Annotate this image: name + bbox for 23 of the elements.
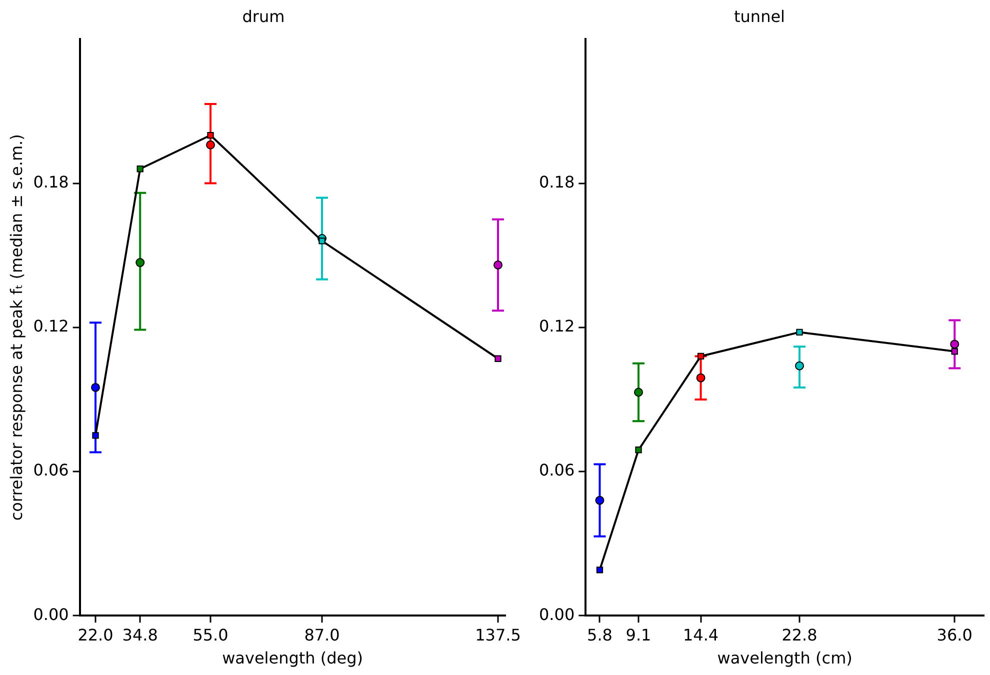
x-axis-title: wavelength (cm) [717, 648, 852, 668]
x-tick-label: 34.8 [122, 625, 158, 644]
x-tick-label: 55.0 [192, 625, 228, 644]
x-tick-label: 36.0 [936, 625, 972, 644]
chart-title: tunnel [734, 6, 785, 26]
x-axis-title: wavelength (deg) [222, 648, 364, 668]
x-tick-label: 9.1 [626, 625, 652, 644]
y-tick-label: 0.00 [539, 604, 575, 624]
y-tick-label: 0.00 [33, 604, 69, 624]
x-tick-label: 14.4 [682, 625, 719, 644]
y-tick-label: 0.12 [33, 316, 69, 336]
x-tick-label: 22.0 [78, 625, 114, 644]
y-tick-label: 0.12 [539, 316, 575, 336]
x-tick-label: 87.0 [304, 625, 340, 644]
x-tick-label: 5.8 [587, 625, 612, 644]
y-tick-label: 0.06 [33, 460, 69, 480]
y-tick-label: 0.06 [539, 460, 575, 480]
y-axis-title: correlator response at peak fₜ (median ± s.e.m.) [6, 134, 26, 521]
chart-title: drum [242, 6, 285, 26]
x-tick-label: 137.5 [475, 625, 521, 644]
y-tick-label: 0.18 [33, 172, 69, 192]
y-tick-label: 0.18 [539, 172, 575, 192]
x-tick-label: 22.8 [782, 625, 818, 644]
